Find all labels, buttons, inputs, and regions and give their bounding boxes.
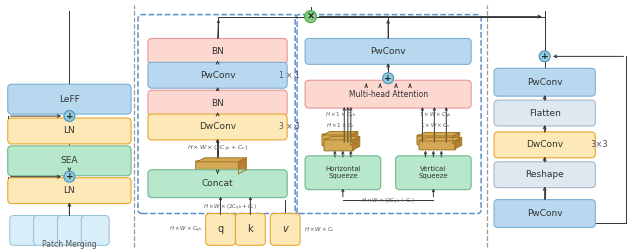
Text: $H \times W \times C_{qk}$: $H \times W \times C_{qk}$ xyxy=(169,224,203,235)
FancyBboxPatch shape xyxy=(10,215,38,245)
FancyBboxPatch shape xyxy=(494,162,595,188)
Text: DwConv: DwConv xyxy=(199,122,236,132)
Text: $1 \times W \times C_{qk}$: $1 \times W \times C_{qk}$ xyxy=(419,111,452,121)
Text: $H \times W \times (2C_{qk} + C_v)$: $H \times W \times (2C_{qk} + C_v)$ xyxy=(187,144,248,154)
Text: BN: BN xyxy=(211,99,224,108)
Text: k: k xyxy=(248,225,253,234)
Polygon shape xyxy=(351,132,358,145)
Text: Reshape: Reshape xyxy=(525,170,564,179)
Polygon shape xyxy=(323,132,358,135)
FancyBboxPatch shape xyxy=(305,156,381,190)
Text: $1 \times W \times C_v$: $1 \times W \times C_v$ xyxy=(420,121,451,131)
Text: LN: LN xyxy=(63,127,76,136)
Text: Flatten: Flatten xyxy=(529,109,561,118)
Text: PwConv: PwConv xyxy=(527,78,563,87)
FancyBboxPatch shape xyxy=(324,139,354,151)
Text: Concat: Concat xyxy=(202,179,234,188)
FancyBboxPatch shape xyxy=(148,170,287,198)
Text: q: q xyxy=(218,225,223,234)
FancyBboxPatch shape xyxy=(396,156,471,190)
FancyBboxPatch shape xyxy=(148,62,287,88)
FancyBboxPatch shape xyxy=(148,90,287,116)
Polygon shape xyxy=(239,158,246,174)
Text: 1 × 1: 1 × 1 xyxy=(279,71,300,80)
Text: $H \times 1 \times C_v$: $H \times 1 \times C_v$ xyxy=(326,121,356,131)
FancyBboxPatch shape xyxy=(305,39,471,64)
Circle shape xyxy=(64,111,75,121)
Text: v: v xyxy=(282,225,288,234)
Polygon shape xyxy=(325,136,360,140)
FancyBboxPatch shape xyxy=(494,100,595,126)
FancyBboxPatch shape xyxy=(322,134,352,146)
Text: LN: LN xyxy=(63,186,76,195)
Text: PwConv: PwConv xyxy=(371,47,406,56)
Text: DwConv: DwConv xyxy=(526,140,563,149)
Text: +: + xyxy=(384,74,392,83)
FancyBboxPatch shape xyxy=(494,200,595,228)
FancyBboxPatch shape xyxy=(419,140,456,150)
FancyBboxPatch shape xyxy=(148,39,287,64)
FancyBboxPatch shape xyxy=(81,215,109,245)
Text: 3 × 3: 3 × 3 xyxy=(279,122,300,132)
FancyBboxPatch shape xyxy=(305,80,471,108)
Text: $H \times 1 \times C_{qk}$: $H \times 1 \times C_{qk}$ xyxy=(325,111,356,121)
Text: 3×3: 3×3 xyxy=(591,140,608,149)
FancyBboxPatch shape xyxy=(33,215,61,245)
Text: LeFF: LeFF xyxy=(59,95,80,104)
Text: ×: × xyxy=(307,12,315,22)
Circle shape xyxy=(305,11,317,23)
FancyBboxPatch shape xyxy=(8,178,131,204)
FancyBboxPatch shape xyxy=(8,146,131,176)
Text: PwConv: PwConv xyxy=(527,209,563,218)
FancyBboxPatch shape xyxy=(8,84,131,114)
Polygon shape xyxy=(196,158,246,162)
FancyBboxPatch shape xyxy=(58,215,85,245)
Circle shape xyxy=(540,51,550,62)
Text: BN: BN xyxy=(211,47,224,56)
Circle shape xyxy=(383,73,394,84)
FancyBboxPatch shape xyxy=(270,213,300,245)
Polygon shape xyxy=(455,137,461,149)
FancyBboxPatch shape xyxy=(196,161,239,175)
Text: +: + xyxy=(541,52,548,61)
Circle shape xyxy=(64,171,75,182)
Text: +: + xyxy=(65,172,73,181)
FancyBboxPatch shape xyxy=(148,114,287,140)
Text: $H \times W \times (2C_{qk} + C_v)$: $H \times W \times (2C_{qk} + C_v)$ xyxy=(361,197,415,207)
Text: Multi-head Attention: Multi-head Attention xyxy=(349,90,428,99)
FancyBboxPatch shape xyxy=(236,213,266,245)
Text: $H \times W \times (2C_{qk} + C_v)$: $H \times W \times (2C_{qk} + C_v)$ xyxy=(204,202,257,213)
Polygon shape xyxy=(420,137,461,141)
Text: Vertical
Squeeze: Vertical Squeeze xyxy=(419,166,448,179)
FancyBboxPatch shape xyxy=(494,68,595,96)
Text: Patch Merging: Patch Merging xyxy=(42,240,97,249)
Text: PwConv: PwConv xyxy=(200,71,236,80)
FancyBboxPatch shape xyxy=(205,213,236,245)
Text: SEA: SEA xyxy=(61,156,78,165)
Text: Horizontal
Squeeze: Horizontal Squeeze xyxy=(325,166,361,179)
Text: $H \times W \times C_v$: $H \times W \times C_v$ xyxy=(305,225,335,234)
FancyBboxPatch shape xyxy=(494,132,595,158)
FancyBboxPatch shape xyxy=(417,135,454,145)
Polygon shape xyxy=(452,133,460,144)
Text: +: + xyxy=(65,112,73,120)
Polygon shape xyxy=(353,136,360,150)
Polygon shape xyxy=(418,133,460,136)
FancyBboxPatch shape xyxy=(8,118,131,144)
